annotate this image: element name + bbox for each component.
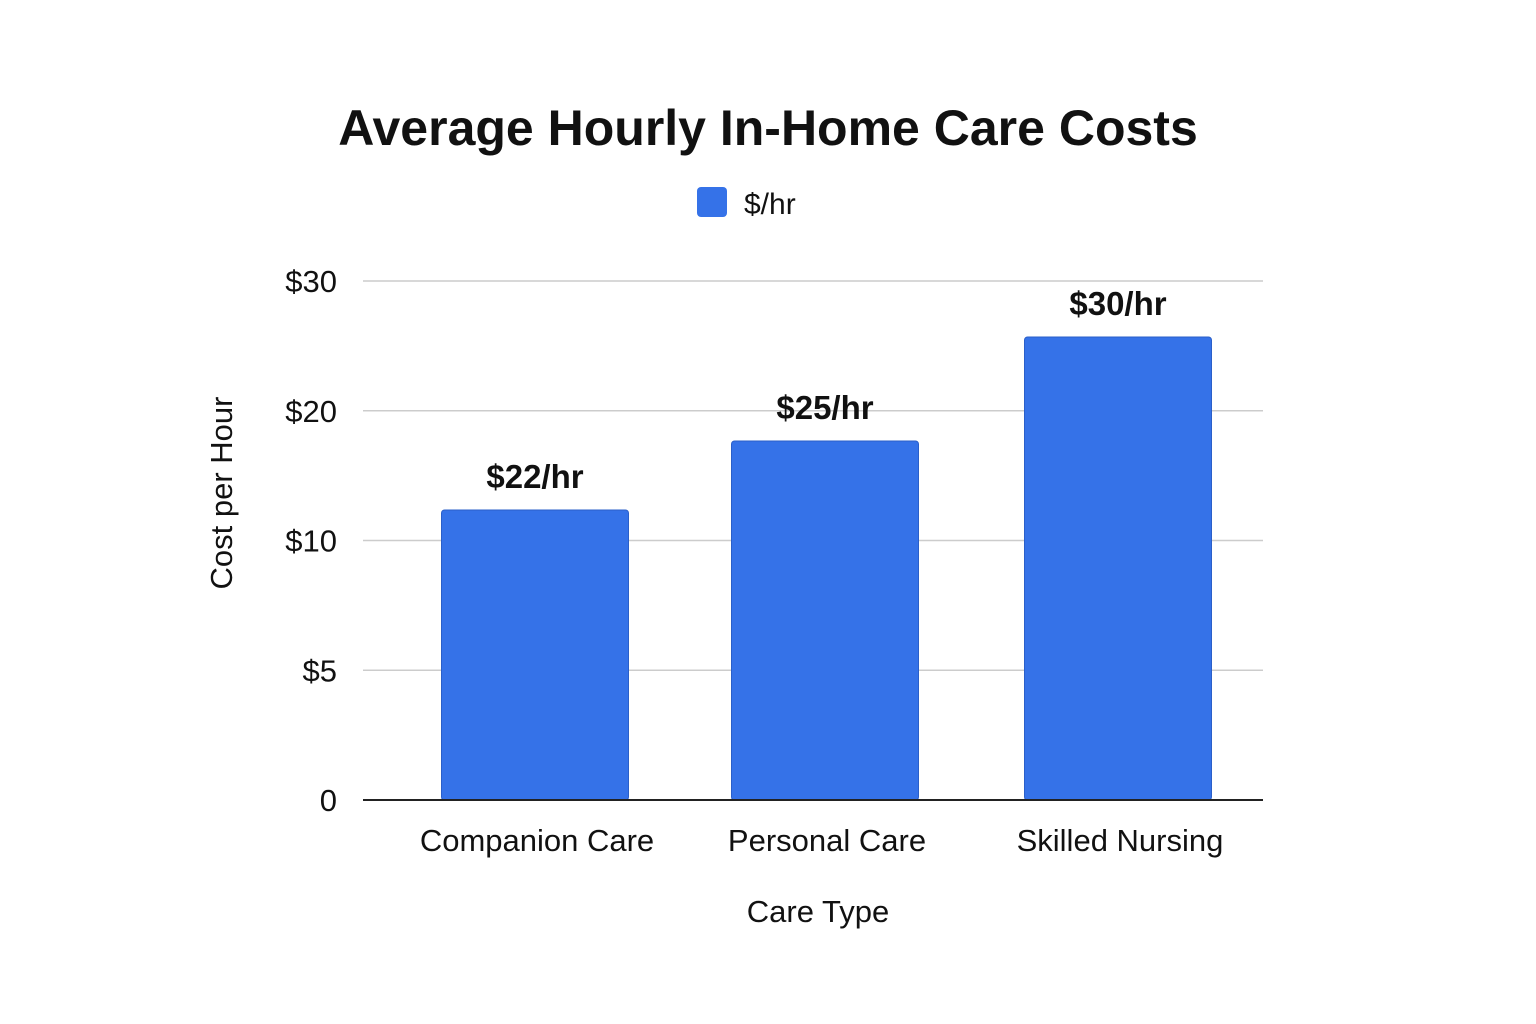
bars: [441, 336, 1212, 801]
y-tick-label: $20: [285, 394, 337, 429]
data-label: $22/hr: [486, 458, 583, 495]
x-axis-categories: Companion Care Personal Care Skilled Nursi…: [420, 823, 1224, 858]
legend-label: $/hr: [744, 188, 796, 221]
bar-personal-care: [731, 440, 919, 801]
x-category-label: Skilled Nursing: [1017, 823, 1224, 858]
bar-skilled-nursing: [1024, 336, 1212, 801]
data-labels: $22/hr $25/hr $30/hr: [486, 285, 1166, 495]
y-tick-label: $10: [285, 524, 337, 559]
chart-title: Average Hourly In-Home Care Costs: [338, 100, 1198, 156]
bar-companion-care: [441, 509, 629, 801]
y-axis-ticks: 0 $5 $10 $20 $30: [285, 264, 337, 818]
data-label: $30/hr: [1069, 285, 1166, 322]
y-tick-label: 0: [320, 783, 337, 818]
x-category-label: Companion Care: [420, 823, 654, 858]
legend-swatch: [697, 187, 727, 217]
y-axis-title: Cost per Hour: [204, 397, 239, 590]
y-tick-label: $5: [303, 653, 337, 688]
y-tick-label: $30: [285, 264, 337, 299]
x-category-label: Personal Care: [728, 823, 926, 858]
data-label: $25/hr: [776, 389, 873, 426]
x-axis-title: Care Type: [747, 894, 889, 929]
legend: $/hr: [697, 187, 796, 221]
